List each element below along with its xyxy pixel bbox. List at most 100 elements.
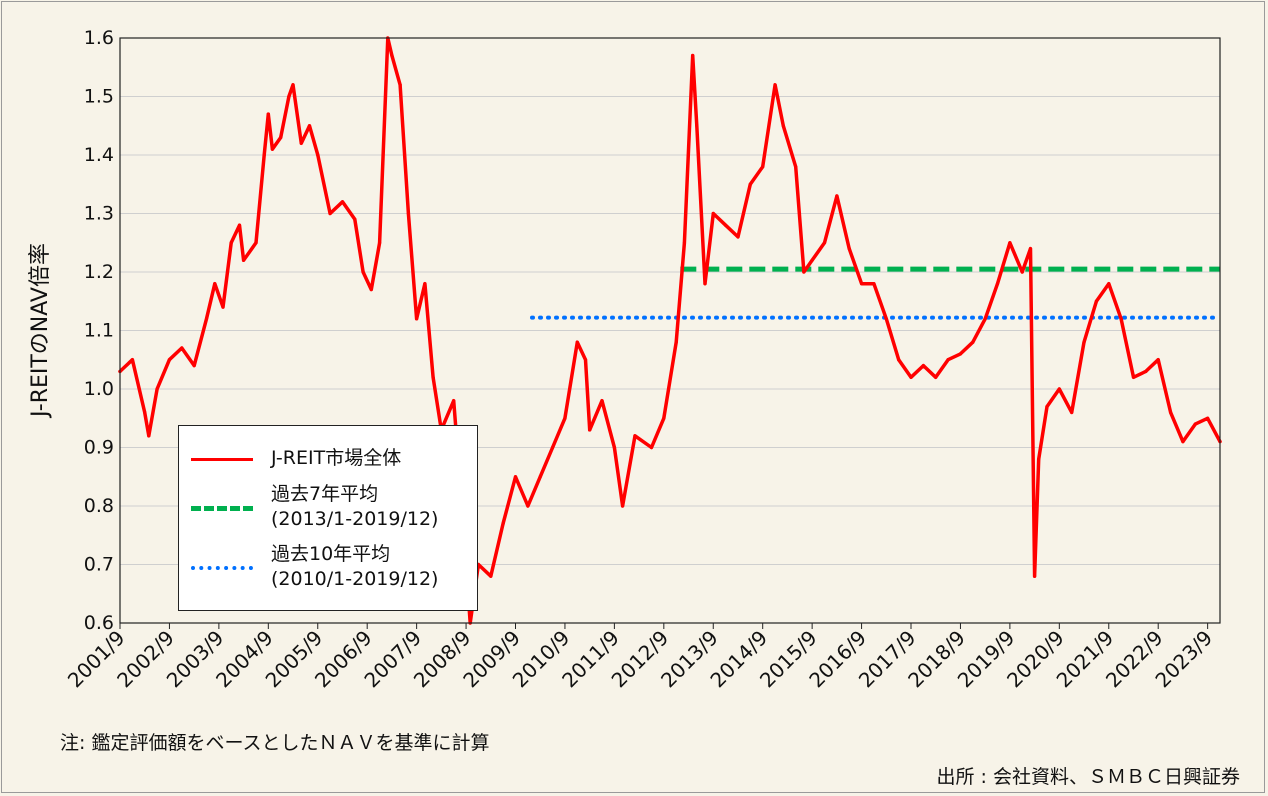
y-tick-label: 0.8 bbox=[84, 495, 114, 517]
data-point bbox=[946, 358, 950, 362]
data-point bbox=[1020, 270, 1024, 274]
data-point bbox=[761, 165, 765, 169]
data-point bbox=[802, 270, 806, 274]
legend-swatch-7yr-average bbox=[191, 506, 253, 511]
data-point bbox=[262, 153, 266, 157]
data-point bbox=[279, 135, 283, 140]
series-line-solid bbox=[118, 36, 1222, 625]
data-point bbox=[254, 241, 258, 245]
data-point bbox=[649, 445, 654, 450]
data-point bbox=[415, 317, 419, 321]
data-point bbox=[1033, 574, 1037, 578]
data-point bbox=[229, 241, 233, 245]
y-tick-label: 1.2 bbox=[84, 261, 114, 283]
data-point bbox=[1144, 369, 1148, 374]
data-point bbox=[167, 358, 172, 362]
data-point bbox=[489, 574, 493, 578]
data-point bbox=[1070, 410, 1074, 414]
data-point bbox=[682, 241, 687, 245]
data-point bbox=[270, 147, 275, 151]
data-point bbox=[180, 346, 184, 350]
data-point bbox=[674, 340, 678, 344]
data-point bbox=[921, 364, 925, 368]
data-point bbox=[423, 282, 427, 286]
data-point bbox=[241, 258, 246, 262]
data-point bbox=[691, 53, 695, 58]
data-point bbox=[835, 194, 839, 198]
data-point bbox=[612, 445, 616, 450]
data-point bbox=[501, 521, 505, 526]
data-point bbox=[810, 258, 814, 262]
data-point bbox=[847, 247, 851, 251]
data-point bbox=[406, 211, 410, 216]
data-point bbox=[695, 124, 699, 128]
data-point bbox=[884, 317, 888, 321]
data-point bbox=[307, 124, 312, 128]
data-point bbox=[703, 282, 707, 286]
data-point bbox=[563, 416, 567, 420]
data-point bbox=[1107, 282, 1111, 286]
data-point bbox=[909, 375, 913, 379]
data-point bbox=[1008, 241, 1012, 245]
series-layer bbox=[118, 36, 1222, 625]
y-tick-label: 0.7 bbox=[84, 554, 114, 576]
data-point bbox=[287, 94, 291, 99]
data-point bbox=[983, 317, 987, 321]
data-point bbox=[204, 317, 209, 321]
y-tick-label: 1.4 bbox=[84, 144, 114, 166]
data-point bbox=[130, 358, 134, 362]
data-point bbox=[291, 83, 295, 87]
data-point bbox=[299, 141, 303, 145]
data-point bbox=[1028, 247, 1033, 251]
data-point bbox=[600, 399, 604, 403]
data-point bbox=[143, 410, 147, 414]
data-point bbox=[583, 358, 588, 362]
data-point bbox=[353, 217, 357, 221]
legend-label-market: J-REIT市場全体 bbox=[271, 447, 402, 469]
legend-label-7yr-period: (2013/1-2019/12) bbox=[271, 508, 439, 530]
data-point bbox=[377, 241, 382, 245]
data-point bbox=[316, 153, 320, 157]
legend-label-10yr-period: (2010/1-2019/12) bbox=[271, 568, 439, 590]
data-point bbox=[237, 223, 242, 227]
data-point bbox=[328, 211, 332, 216]
data-point bbox=[192, 364, 196, 368]
data-point bbox=[1131, 375, 1136, 379]
data-point bbox=[1045, 404, 1049, 409]
data-point bbox=[958, 352, 963, 356]
legend-label-10yr-average: 過去10年平均 bbox=[271, 543, 391, 565]
data-point bbox=[526, 504, 530, 508]
y-tick-label: 1.1 bbox=[84, 320, 114, 342]
legend: J-REIT市場全体 過去7年平均 (2013/1-2019/12) 過去10年… bbox=[178, 425, 478, 611]
legend-label-7yr-average: 過去7年平均 bbox=[271, 483, 379, 505]
data-point bbox=[773, 83, 777, 87]
data-point bbox=[147, 434, 151, 438]
data-point bbox=[872, 282, 876, 286]
data-point bbox=[575, 340, 579, 344]
data-point bbox=[934, 375, 938, 379]
y-tick-label: 0.6 bbox=[84, 612, 114, 634]
data-point bbox=[513, 475, 518, 479]
data-point bbox=[340, 200, 345, 204]
data-point bbox=[550, 445, 555, 450]
data-point bbox=[1181, 440, 1185, 444]
data-point bbox=[369, 287, 373, 292]
data-point bbox=[1094, 299, 1099, 303]
source-note: 出所 : 会社資料、ＳＭＢＣ日興証券 bbox=[936, 766, 1240, 788]
data-point bbox=[1057, 387, 1061, 391]
data-point bbox=[711, 211, 715, 216]
y-tick-label: 1.3 bbox=[84, 203, 114, 225]
data-point bbox=[748, 182, 752, 186]
data-point bbox=[822, 241, 827, 245]
data-point bbox=[1156, 358, 1160, 362]
legend-swatch-10yr-average bbox=[191, 566, 253, 570]
data-point bbox=[431, 375, 435, 379]
y-tick-label: 1.5 bbox=[84, 86, 114, 108]
data-point bbox=[1193, 422, 1197, 426]
data-point bbox=[390, 53, 394, 58]
data-point bbox=[588, 428, 592, 432]
data-point bbox=[221, 305, 225, 309]
data-point bbox=[538, 475, 542, 479]
footnote: 注: 鑑定評価額をベースとしたＮＡＶを基準に計算 bbox=[60, 732, 490, 754]
